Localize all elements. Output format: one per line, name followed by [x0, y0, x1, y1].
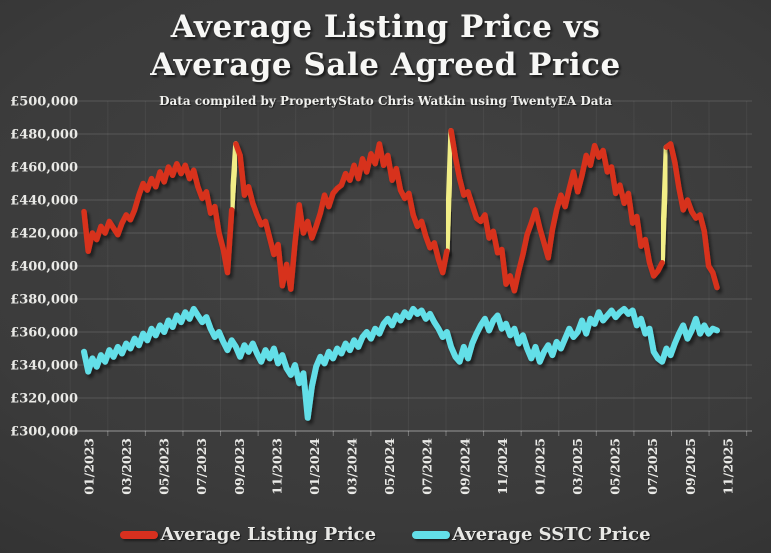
legend-label-listing-price: Average Listing Price — [160, 524, 377, 545]
x-axis-tick-label: 07/2024 — [420, 438, 435, 495]
y-axis-tick-label: £480,000 — [10, 128, 78, 143]
y-axis-tick-label: £340,000 — [10, 359, 78, 374]
x-axis-tick-label: 11/2025 — [720, 438, 735, 495]
chart-title-line-2: Average Sale Agreed Price — [150, 47, 621, 83]
x-axis-tick-label: 09/2023 — [232, 438, 247, 495]
series-line-listing-price — [233, 141, 450, 292]
y-axis-tick-label: £380,000 — [10, 293, 78, 308]
series-layer — [81, 127, 720, 421]
series-line-listing-price — [663, 141, 720, 291]
x-axis-tick-label: 01/2025 — [532, 438, 547, 495]
x-axis-tick-label: 05/2024 — [382, 438, 397, 495]
x-axis-tick-label: 11/2024 — [495, 438, 510, 495]
x-axis-tick-label: 07/2025 — [645, 438, 660, 495]
chart-legend: Average Listing Price Average SSTC Price — [0, 524, 771, 545]
x-axis-tick-label: 11/2023 — [269, 438, 284, 495]
series-line-sstc-price — [81, 305, 720, 421]
y-axis-tick-label: £440,000 — [10, 194, 78, 209]
chart-subtitle: Data compiled by PropertyStato Chris Wat… — [159, 94, 612, 108]
axis-label-layer: £500,000 £480,000 £460,000 £440,000 £420,000… — [10, 95, 735, 495]
x-axis-tick-label: 03/2023 — [119, 438, 134, 495]
x-axis-tick-label: 09/2025 — [683, 438, 698, 495]
x-axis-tick-label: 05/2023 — [157, 438, 172, 495]
x-axis-tick-label: 09/2024 — [457, 438, 472, 495]
x-axis-tick-label: 07/2023 — [194, 438, 209, 495]
legend-swatch-sstc-price — [412, 530, 451, 539]
series-line-listing-price — [448, 127, 665, 294]
x-axis-tick-label: 03/2024 — [345, 438, 360, 495]
chart-title-line-1: Average Listing Price vs — [170, 9, 601, 45]
y-axis-tick-label: £400,000 — [10, 260, 78, 275]
x-axis-tick-label: 01/2023 — [82, 438, 97, 495]
x-axis-tick-label: 05/2025 — [608, 438, 623, 495]
x-axis-tick-label: 01/2024 — [307, 438, 322, 495]
legend-label-sstc-price: Average SSTC Price — [452, 524, 651, 545]
highlight-segment — [444, 127, 454, 254]
legend-item-sstc-price: Average SSTC Price — [412, 524, 651, 545]
legend-swatch-listing-price — [120, 530, 159, 539]
y-axis-tick-label: £420,000 — [10, 227, 78, 242]
legend-item-listing-price: Average Listing Price — [120, 524, 376, 545]
y-axis-tick-label: £500,000 — [10, 95, 78, 110]
y-axis-tick-label: £320,000 — [10, 392, 78, 407]
highlight-segment — [228, 141, 239, 213]
highlight-segment — [659, 144, 670, 266]
y-axis-tick-label: £300,000 — [10, 425, 78, 440]
y-axis-tick-label: £460,000 — [10, 161, 78, 176]
x-axis-tick-label: 03/2025 — [570, 438, 585, 495]
y-axis-tick-label: £360,000 — [10, 326, 78, 341]
series-line-listing-price — [81, 160, 235, 276]
chart-title: Average Listing Price vs Average Sale Ag… — [0, 8, 771, 84]
